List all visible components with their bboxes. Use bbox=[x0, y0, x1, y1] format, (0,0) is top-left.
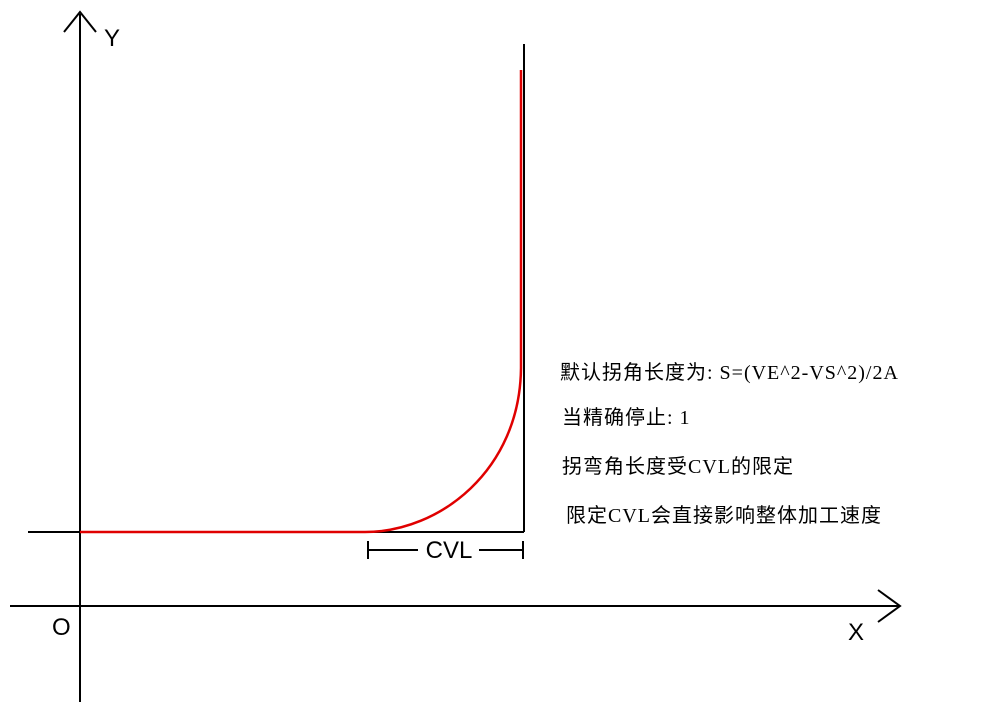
y-axis-arrowhead bbox=[63, 10, 97, 33]
note-cvl-affects-speed: 限定CVL会直接影响整体加工速度 bbox=[566, 505, 882, 527]
tool-path-curve bbox=[80, 70, 523, 534]
y-axis-label: Y bbox=[104, 25, 120, 52]
cvl-label: CVL bbox=[426, 537, 473, 564]
x-axis-label: X bbox=[848, 619, 864, 646]
x-axis-arrowhead bbox=[877, 589, 902, 623]
note-corner-limited-by-cvl: 拐弯角长度受CVL的限定 bbox=[562, 456, 794, 478]
origin-label: O bbox=[52, 614, 71, 641]
note-exact-stop: 当精确停止: 1 bbox=[562, 407, 691, 429]
note-default-corner-length: 默认拐角长度为: S=(VE^2-VS^2)/2A bbox=[560, 362, 899, 384]
